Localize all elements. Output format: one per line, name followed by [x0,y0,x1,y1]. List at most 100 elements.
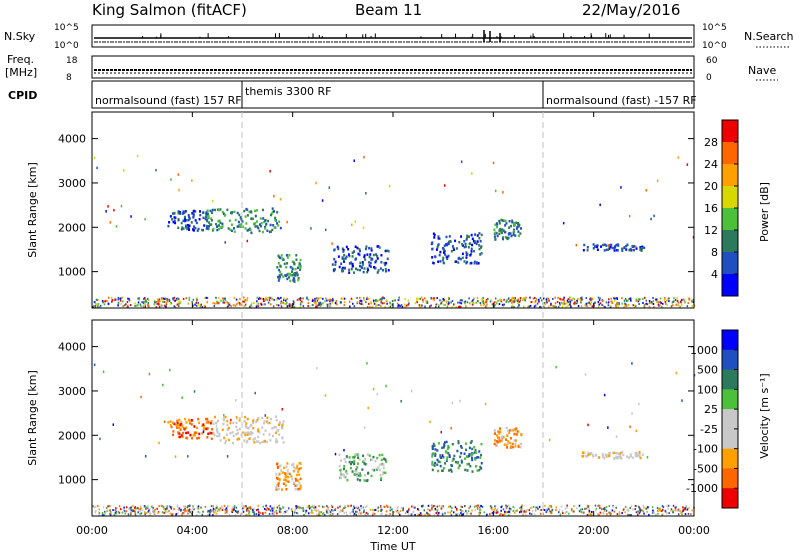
scatter-cell [282,301,284,304]
echo-cell [216,431,219,434]
echo-cell [592,243,595,246]
scatter-cell [528,305,530,308]
scatter-cell [311,511,314,514]
scatter-cell [257,504,259,507]
echo-cell [359,474,362,478]
echo-cell [188,228,191,231]
scatter-cell [491,508,493,511]
echo-cell [518,223,521,227]
scatter-cell [106,509,109,512]
echo-cell [205,427,208,431]
scatter-cell [419,513,422,516]
echo-cell [173,422,176,426]
echo-cell [277,254,280,258]
echo-cell [184,210,187,213]
scatter-cell [551,509,553,512]
scatter-cell [486,303,488,306]
scatter-cell [350,297,353,300]
scatter-cell [387,505,390,508]
echo-cell [605,244,608,247]
echo-cell [278,268,281,272]
scatter-cell [270,512,273,515]
echo-cell [365,462,368,466]
echo-cell [219,439,222,442]
scatter-cell [584,507,586,510]
echo-cell [287,480,290,483]
scatter-cell [286,305,289,308]
scatter-cell [175,513,178,516]
scatter-cell [604,306,606,309]
echo-cell [455,247,458,250]
scatter-cell [459,508,462,511]
scatter-cell [212,505,214,508]
scatter-cell [297,298,300,301]
scatter-cell [343,304,346,307]
scatter-cell [235,506,238,509]
scatter-cell [127,297,129,300]
cpid-label: CPID [8,89,37,102]
scatter-cell [178,300,180,303]
echo-cell [447,444,450,448]
scatter-cell [273,511,276,514]
colorbar-frame [721,329,739,509]
scatter-cell [609,304,611,307]
echo-cell [517,230,520,233]
echo-cell [205,210,208,214]
scatter-cell [483,511,486,514]
scatter-cell [605,301,608,304]
scatter-cell [145,301,147,304]
outlier-cell [628,214,631,218]
scatter-cell [657,509,659,512]
echo-cell [281,436,284,440]
scatter-cell [157,511,159,514]
scatter-cell [155,300,158,303]
echo-cell [509,224,512,228]
echo-cell [514,445,517,448]
colorbar-segment [722,349,738,371]
scatter-cell [388,305,390,308]
echo-cell [289,279,292,283]
echo-cell [264,227,267,230]
echo-cell [468,235,471,238]
echo-cell [173,219,176,222]
scatter-cell [342,297,344,300]
scatter-cell [367,302,370,305]
echo-cell [296,467,299,470]
outlier-cell [122,169,125,172]
echo-cell [447,254,450,258]
scatter-cell [685,505,687,508]
scatter-cell [386,302,388,305]
scatter-cell [362,303,364,306]
echo-cell [281,488,284,491]
scatter-cell [253,301,255,304]
scatter-cell [462,513,464,516]
scatter-cell [415,299,418,302]
echo-cell [279,226,282,230]
echo-cell [461,256,464,260]
scatter-cell [215,296,217,299]
echo-cell [338,265,341,269]
echo-cell [254,437,257,440]
echo-cell [269,223,272,227]
scatter-cell [511,298,514,301]
scatter-cell [675,303,678,306]
scatter-cell [326,505,328,508]
scatter-cell [521,509,524,512]
echo-cell [466,462,469,466]
scatter-cell [690,513,692,516]
scatter-cell [466,301,469,304]
scatter-cell [277,296,279,299]
scatter-cell [500,300,503,303]
scatter-cell [444,512,446,515]
scatter-cell [672,304,674,307]
echo-cell [629,455,632,458]
echo-cell [587,453,590,457]
echo-cell [351,456,354,459]
scatter-cell [139,507,142,510]
echo-cell [354,258,357,261]
scatter-cell [604,508,606,511]
outlier-cell [372,387,375,391]
scatter-cell [422,504,424,507]
scatter-cell [262,300,265,303]
echo-cell [278,478,281,482]
